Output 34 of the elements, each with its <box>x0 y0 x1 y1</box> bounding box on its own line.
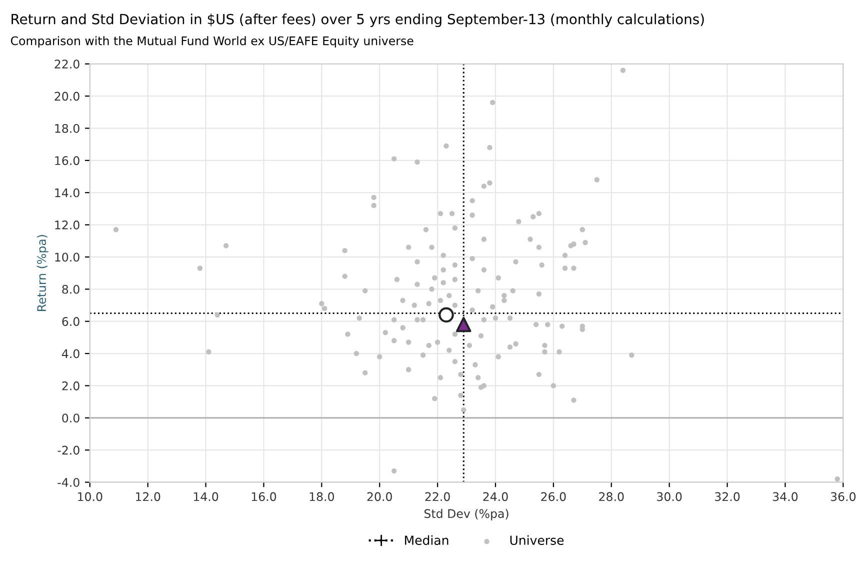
y-tick-label: 20.0 <box>54 92 80 101</box>
x-tick-label: 32.0 <box>715 492 740 502</box>
y-tick-label: 10.0 <box>55 252 80 262</box>
y-tick-label: -2.0 <box>58 446 80 455</box>
y-tick-label: 4.0 <box>62 349 80 358</box>
x-tick-label: 34.0 <box>772 492 798 502</box>
x-tick-label: 24.0 <box>483 492 508 502</box>
y-tick-label: 2.0 <box>62 381 80 390</box>
x-tick-label: 16.0 <box>252 492 276 502</box>
chart-subtitle: Comparison with the Mutual Fund World ex US/EAFE Equity universe <box>10 36 414 48</box>
x-tick-label: 20.0 <box>367 492 392 502</box>
x-tick-label: 28.0 <box>599 492 624 502</box>
x-tick-label: 26.0 <box>541 492 566 502</box>
y-tick-label: 14.0 <box>55 188 80 198</box>
x-tick-label: 36.0 <box>830 492 856 502</box>
y-axis-title: Return (%pa) <box>36 235 48 311</box>
y-tick-label: 0.0 <box>62 414 80 423</box>
x-tick-label: 30.0 <box>657 492 682 502</box>
y-tick-label: 12.0 <box>55 220 80 230</box>
legend-label: Universe <box>510 535 564 545</box>
y-tick-label: 18.0 <box>55 124 80 133</box>
x-tick-label: 22.0 <box>425 492 450 502</box>
legend-label: Median <box>405 535 448 545</box>
x-tick-label: 14.0 <box>194 492 218 502</box>
y-tick-label: 22.0 <box>54 60 80 69</box>
x-axis-title: Std Dev (%pa) <box>424 508 508 520</box>
x-tick-label: 18.0 <box>310 492 334 502</box>
y-tick-label: 8.0 <box>62 284 80 294</box>
x-tick-label: 12.0 <box>136 492 160 502</box>
y-tick-label: -4.0 <box>58 478 80 487</box>
y-tick-label: 16.0 <box>55 156 80 166</box>
chart-title: Return and Std Deviation in $US (after fees) over 5 yrs ending September-13 (monthly calculations) <box>12 14 704 28</box>
y-tick-label: 6.0 <box>62 317 80 326</box>
x-tick-label: 10.0 <box>78 492 102 502</box>
